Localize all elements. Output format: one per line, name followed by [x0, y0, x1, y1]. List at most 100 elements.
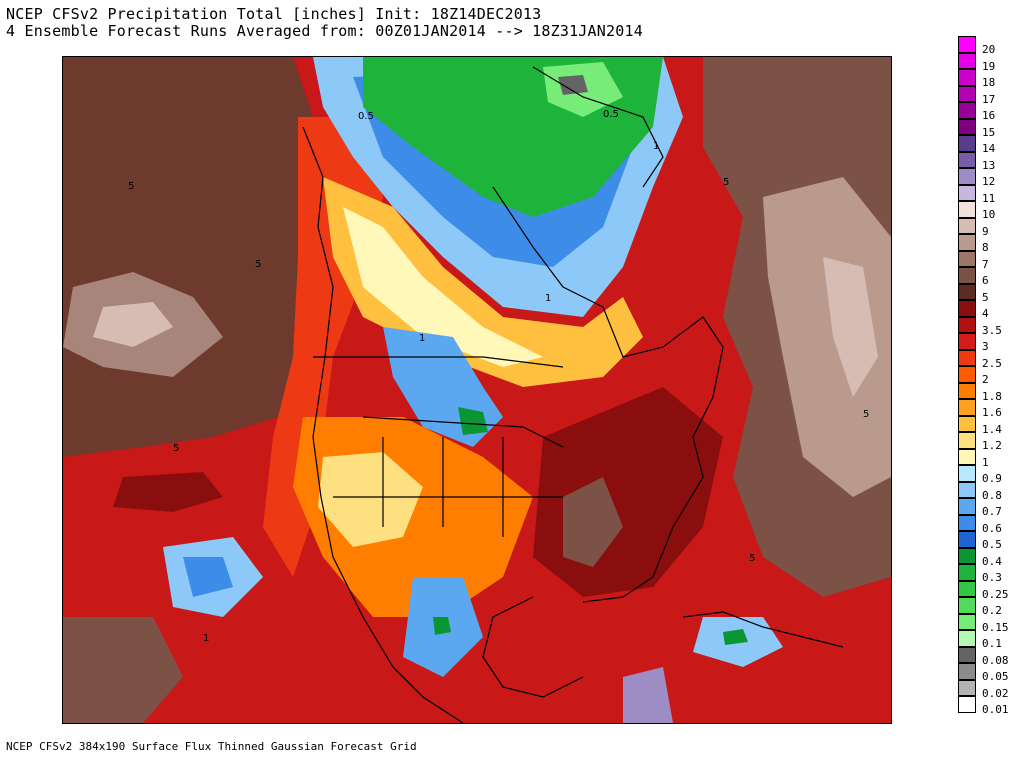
south-pacific-brown: [63, 617, 183, 723]
colorbar-swatch: [958, 498, 976, 515]
colorbar-label: 0.3: [982, 571, 1002, 584]
colorbar-swatch: [958, 415, 976, 432]
colorbar-swatch: [958, 316, 976, 333]
colorbar-swatch: [958, 52, 976, 69]
colorbar-swatch: [958, 217, 976, 234]
colorbar-swatch: [958, 283, 976, 300]
colorbar-label: 11: [982, 191, 996, 205]
colorbar-swatch: [958, 85, 976, 102]
southeast-brown: [563, 477, 623, 567]
colorbar-swatch: [958, 663, 976, 680]
colorbar-swatch: [958, 547, 976, 564]
contour-label: 5: [749, 553, 755, 564]
colorbar-label: 0.8: [982, 488, 1002, 502]
colorbar-label: 8: [982, 241, 989, 254]
colorbar-label: 6: [982, 274, 989, 287]
colorbar-label: 1.2: [982, 439, 1002, 452]
colorbar-label: 1.6: [982, 406, 1002, 419]
colorbar-label: 0.4: [982, 554, 1002, 568]
colorbar-swatch: [958, 168, 976, 185]
colorbar-label: 0.08: [982, 653, 1009, 667]
colorbar-swatch: [958, 69, 976, 86]
plains-green-spot: [458, 407, 488, 435]
colorbar-label: 19: [982, 59, 996, 73]
colorbar-label: 0.1: [982, 637, 1002, 650]
colorbar-label: 15: [982, 125, 996, 139]
colorbar-swatch: [958, 564, 976, 581]
title-line-1: NCEP CFSv2 Precipitation Total [inches] …: [6, 5, 542, 23]
contour-label: 0.5: [358, 111, 374, 122]
colorbar-label: 0.5: [982, 538, 1002, 551]
contour-label: 1: [419, 333, 425, 344]
colorbar-label: 0.7: [982, 505, 1002, 518]
colorbar-label: 1: [982, 455, 989, 469]
colorbar-label: 3: [982, 340, 989, 353]
colorbar-swatch: [958, 597, 976, 614]
colorbar-label: 5: [982, 290, 989, 304]
contour-label: 1: [653, 141, 659, 152]
pacific-blue-core: [183, 557, 233, 597]
colorbar-label: 0.2: [982, 604, 1002, 617]
pacific-heavy-zone: [63, 57, 313, 457]
colorbar-label: 0.25: [982, 587, 1009, 601]
contour-label: 5: [173, 443, 179, 454]
contour-label: 0.5: [603, 109, 619, 120]
colorbar-swatch: [958, 151, 976, 168]
colorbar-swatch: [958, 580, 976, 597]
colorbar-label: 13: [982, 158, 996, 172]
colorbar-swatch: [958, 366, 976, 383]
pacific-pale-zone: [93, 302, 173, 347]
atlantic-light-brown: [763, 177, 891, 497]
colorbar-label: 3.5: [982, 323, 1002, 337]
colorbar-label: 20: [982, 43, 996, 56]
contour-label: 5: [863, 409, 869, 420]
atlantic-pale-zone: [823, 257, 878, 397]
colorbar-swatch: [958, 613, 976, 630]
colorbar-label: 0.05: [982, 670, 1009, 683]
colorbar-swatch: [958, 679, 976, 696]
colorbar-label: 7: [982, 257, 989, 271]
title-line-2: 4 Ensemble Forecast Runs Averaged from: …: [6, 22, 643, 40]
coastlines: [302, 66, 844, 723]
colorbar-label: 0.9: [982, 472, 1002, 485]
colorbar-swatch: [958, 514, 976, 531]
colorbar-swatch: [958, 465, 976, 482]
colorbar-label: 1.4: [982, 422, 1002, 436]
colorbar-label: 0.15: [982, 620, 1009, 634]
colorbar-swatch: [958, 118, 976, 135]
colorbar-swatch: [958, 646, 976, 663]
colorbar-swatch: [958, 267, 976, 284]
colorbar-label: 17: [982, 92, 996, 106]
colorbar-swatch: [958, 36, 976, 53]
colorbar-label: 0.01: [982, 703, 1009, 716]
colorbar-swatch: [958, 630, 976, 647]
colorbar-swatch: [958, 201, 976, 218]
colorbar-swatch: [958, 531, 976, 548]
colorbar-label: 0.02: [982, 686, 1009, 700]
colorbar-label: 4: [982, 307, 989, 320]
contour-label: 1: [545, 293, 551, 304]
contour-label: 5: [128, 181, 134, 192]
central-us-yellow: [318, 452, 423, 547]
colorbar-label: 16: [982, 109, 996, 122]
precipitation-map: 0.5 0.5 5 5 5 1 1 1 5 1 5 5: [62, 56, 892, 724]
contour-label: 1: [203, 633, 209, 644]
colorbar-label: 0.6: [982, 521, 1002, 535]
colorbar-swatch: [958, 448, 976, 465]
colorbar-label: 2.5: [982, 356, 1002, 370]
colorbar-swatch: [958, 333, 976, 350]
colorbar-swatch: [958, 234, 976, 251]
greenland-grey: [558, 75, 588, 95]
colorbar-label: 14: [982, 142, 996, 155]
colorbar-swatch: [958, 102, 976, 119]
colorbar-swatch: [958, 135, 976, 152]
contour-label: 5: [255, 259, 261, 270]
colorbar-swatch: [958, 399, 976, 416]
colorbar-swatch: [958, 382, 976, 399]
colorbar-label: 9: [982, 224, 989, 238]
colorbar-label: 10: [982, 208, 996, 221]
central-canada-pale: [343, 207, 543, 367]
contour-label: 5: [723, 177, 729, 188]
caribbean-green-spot: [723, 629, 748, 645]
colorbar-swatch: [958, 300, 976, 317]
